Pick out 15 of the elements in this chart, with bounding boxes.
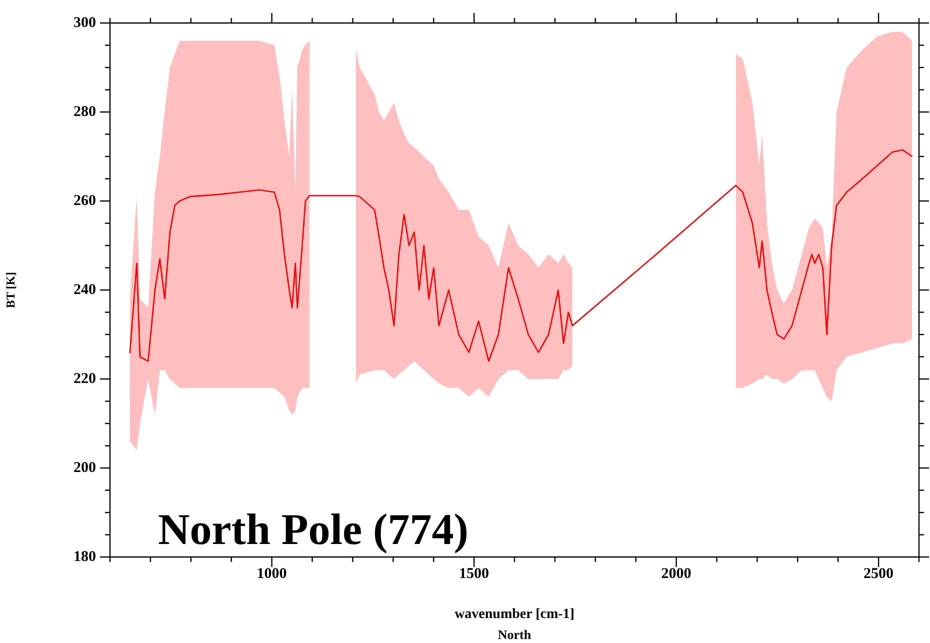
y-tick-label: 260 bbox=[74, 192, 96, 209]
x-tick-label: 1500 bbox=[459, 566, 490, 582]
y-tick-label: 240 bbox=[74, 282, 96, 298]
y-tick-label: 300 bbox=[74, 14, 96, 31]
text: North bbox=[498, 627, 532, 642]
x-axis-title: wavenumber [cm-1] bbox=[454, 607, 574, 622]
y-tick-label: 280 bbox=[74, 104, 96, 120]
y-tick-label: 220 bbox=[74, 370, 96, 387]
y-tick-label: 180 bbox=[74, 548, 96, 565]
y-axis-title: BT [K] bbox=[3, 272, 18, 308]
x-tick-label: 1000 bbox=[256, 566, 287, 582]
y-tick-label: 200 bbox=[74, 460, 96, 476]
x-tick-label: 2500 bbox=[864, 566, 894, 582]
annotation: North Pole (774) bbox=[158, 505, 468, 554]
x-tick-label: 2000 bbox=[661, 566, 692, 582]
